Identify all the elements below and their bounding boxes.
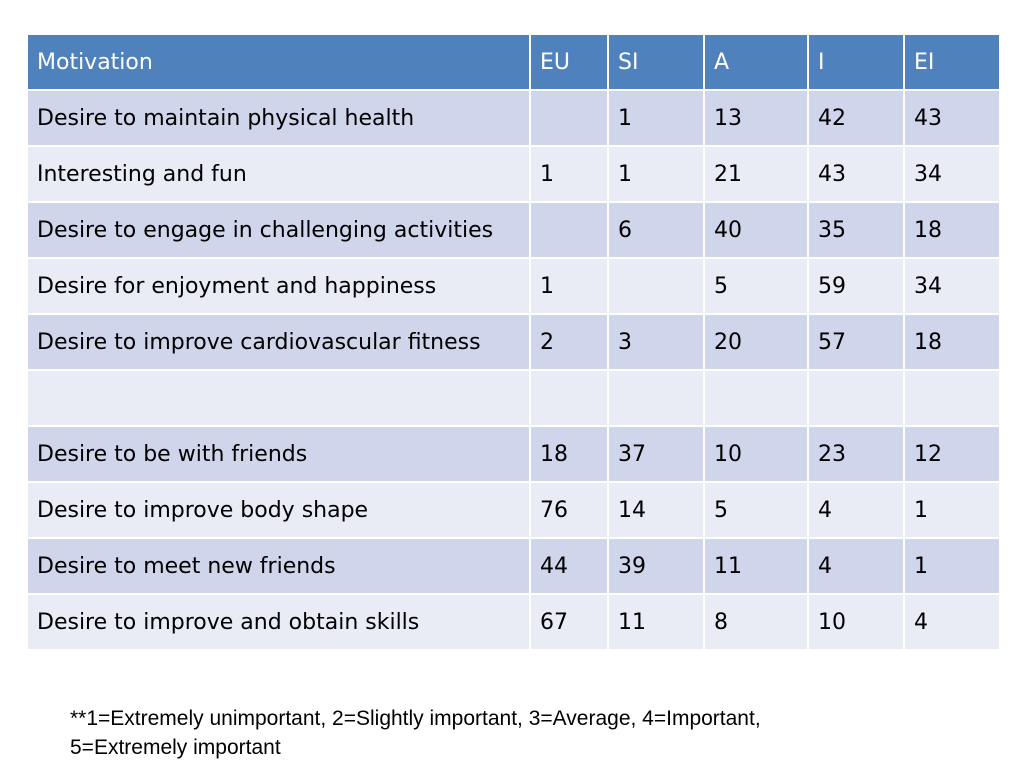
- table-header-row: Motivation EU SI A I EI: [26, 33, 1001, 91]
- cell-a: 20: [703, 313, 809, 371]
- table-row-empty: [26, 369, 1001, 427]
- motivation-table: Motivation EU SI A I EI Desire to mainta…: [26, 33, 1001, 651]
- cell-i: 43: [807, 145, 905, 203]
- table-row: Desire to maintain physical health 1 13 …: [26, 89, 1001, 147]
- cell-eu: [529, 201, 609, 259]
- cell-ei: 4: [903, 593, 1001, 651]
- table-row: Desire to improve cardiovascular fitness…: [26, 313, 1001, 371]
- cell-i: 4: [807, 481, 905, 539]
- cell-motivation: Desire to engage in challenging activiti…: [26, 201, 531, 259]
- cell-i: 10: [807, 593, 905, 651]
- table-row: Interesting and fun 1 1 21 43 34: [26, 145, 1001, 203]
- cell-i: 42: [807, 89, 905, 147]
- cell-si: 39: [607, 537, 705, 595]
- table-row: Desire for enjoyment and happiness 1 5 5…: [26, 257, 1001, 315]
- cell-motivation: Desire to be with friends: [26, 425, 531, 483]
- cell-a: 13: [703, 89, 809, 147]
- header-i: I: [807, 33, 905, 91]
- cell-ei: 43: [903, 89, 1001, 147]
- cell-a: [703, 369, 809, 427]
- table-row: Desire to meet new friends 44 39 11 4 1: [26, 537, 1001, 595]
- footnote-legend: **1=Extremely unimportant, 2=Slightly im…: [70, 704, 970, 762]
- cell-eu: [529, 369, 609, 427]
- footnote-line-1: **1=Extremely unimportant, 2=Slightly im…: [70, 707, 761, 730]
- cell-i: 59: [807, 257, 905, 315]
- cell-a: 5: [703, 481, 809, 539]
- cell-si: 1: [607, 145, 705, 203]
- cell-ei: 34: [903, 145, 1001, 203]
- cell-a: 40: [703, 201, 809, 259]
- cell-i: 4: [807, 537, 905, 595]
- cell-motivation: Desire to maintain physical health: [26, 89, 531, 147]
- cell-eu: 2: [529, 313, 609, 371]
- cell-ei: 1: [903, 481, 1001, 539]
- cell-motivation: [26, 369, 531, 427]
- cell-ei: 1: [903, 537, 1001, 595]
- cell-i: 35: [807, 201, 905, 259]
- cell-i: [807, 369, 905, 427]
- cell-si: 11: [607, 593, 705, 651]
- cell-eu: 1: [529, 145, 609, 203]
- cell-motivation: Desire to improve cardiovascular fitness: [26, 313, 531, 371]
- cell-eu: 18: [529, 425, 609, 483]
- cell-eu: 76: [529, 481, 609, 539]
- cell-i: 23: [807, 425, 905, 483]
- cell-a: 5: [703, 257, 809, 315]
- cell-a: 10: [703, 425, 809, 483]
- table-row: Desire to improve and obtain skills 67 1…: [26, 593, 1001, 651]
- table-row: Desire to engage in challenging activiti…: [26, 201, 1001, 259]
- cell-ei: [903, 369, 1001, 427]
- cell-a: 21: [703, 145, 809, 203]
- cell-motivation: Desire to improve and obtain skills: [26, 593, 531, 651]
- cell-motivation: Desire to meet new friends: [26, 537, 531, 595]
- cell-si: 6: [607, 201, 705, 259]
- cell-si: [607, 257, 705, 315]
- cell-eu: 1: [529, 257, 609, 315]
- header-ei: EI: [903, 33, 1001, 91]
- cell-si: 3: [607, 313, 705, 371]
- cell-si: [607, 369, 705, 427]
- table-row: Desire to be with friends 18 37 10 23 12: [26, 425, 1001, 483]
- table-row: Desire to improve body shape 76 14 5 4 1: [26, 481, 1001, 539]
- cell-si: 1: [607, 89, 705, 147]
- cell-ei: 18: [903, 313, 1001, 371]
- cell-motivation: Desire for enjoyment and happiness: [26, 257, 531, 315]
- cell-a: 8: [703, 593, 809, 651]
- header-eu: EU: [529, 33, 609, 91]
- cell-motivation: Desire to improve body shape: [26, 481, 531, 539]
- footnote-line-2: 5=Extremely important: [70, 736, 281, 759]
- header-a: A: [703, 33, 809, 91]
- header-si: SI: [607, 33, 705, 91]
- cell-motivation: Interesting and fun: [26, 145, 531, 203]
- header-motivation: Motivation: [26, 33, 531, 91]
- cell-eu: 67: [529, 593, 609, 651]
- cell-si: 14: [607, 481, 705, 539]
- cell-eu: 44: [529, 537, 609, 595]
- cell-ei: 12: [903, 425, 1001, 483]
- cell-i: 57: [807, 313, 905, 371]
- cell-si: 37: [607, 425, 705, 483]
- cell-a: 11: [703, 537, 809, 595]
- cell-eu: [529, 89, 609, 147]
- cell-ei: 34: [903, 257, 1001, 315]
- cell-ei: 18: [903, 201, 1001, 259]
